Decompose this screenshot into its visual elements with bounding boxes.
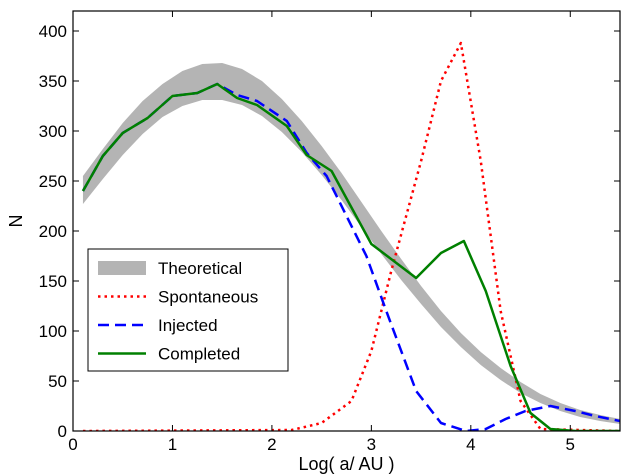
plot-frame — [72, 10, 621, 432]
x-axis-label: Log( a/ AU ) — [298, 454, 394, 474]
legend-label-completed: Completed — [158, 345, 240, 364]
y-tick-label: 100 — [39, 322, 67, 341]
series-layer — [81, 41, 620, 431]
x-tick-label: 1 — [168, 435, 177, 454]
y-tick-label: 200 — [39, 222, 67, 241]
x-tick-label: 2 — [267, 435, 276, 454]
x-tick-label: 5 — [566, 435, 575, 454]
x-tick-label: 4 — [466, 435, 475, 454]
legend-label-injected: Injected — [158, 316, 218, 335]
legend: Theoretical Spontaneous Injected Completed — [87, 248, 289, 372]
legend-label-spontaneous: Spontaneous — [158, 288, 258, 307]
y-tick-label: 150 — [39, 272, 67, 291]
y-tick-label: 250 — [39, 172, 67, 191]
legend-label-theoretical: Theoretical — [158, 259, 242, 278]
legend-swatch-theoretical — [98, 261, 146, 275]
x-tick-label: 0 — [68, 435, 77, 454]
y-tick-label: 400 — [39, 22, 67, 41]
completed-series-line — [81, 82, 620, 431]
x-tick-label: 3 — [367, 435, 376, 454]
y-tick-label: 300 — [39, 122, 67, 141]
y-tick-label: 0 — [58, 422, 67, 441]
injected-series-line — [81, 82, 620, 431]
y-tick-label: 350 — [39, 72, 67, 91]
y-tick-label: 50 — [48, 372, 67, 391]
y-axis-label: N — [6, 215, 26, 228]
